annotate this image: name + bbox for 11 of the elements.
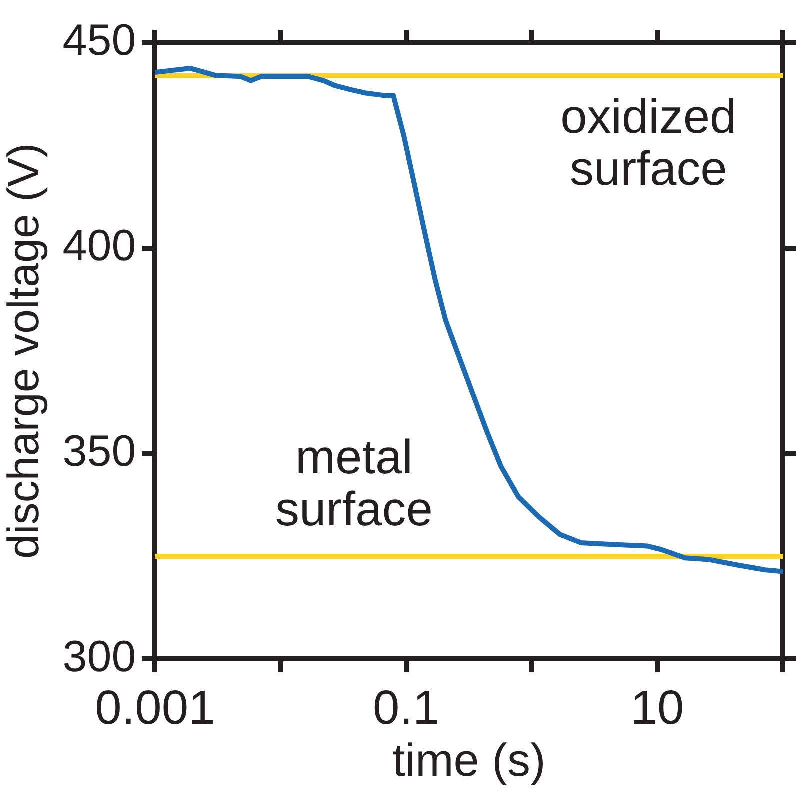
ref-line-label: metal surface bbox=[276, 432, 433, 537]
y-axis-title: discharge voltage (V) bbox=[0, 143, 49, 559]
x-tick-label: 10 bbox=[630, 682, 684, 736]
x-axis-title: time (s) bbox=[392, 734, 546, 786]
y-tick-label: 300 bbox=[62, 632, 136, 682]
y-tick-label: 400 bbox=[62, 222, 136, 271]
x-tick-label: 0.001 bbox=[95, 682, 216, 736]
x-tick-label: 0.1 bbox=[372, 682, 440, 736]
y-tick-label: 350 bbox=[62, 426, 136, 476]
y-tick-label: 450 bbox=[62, 16, 136, 66]
ref-line-label: oxidized surface bbox=[560, 91, 737, 196]
